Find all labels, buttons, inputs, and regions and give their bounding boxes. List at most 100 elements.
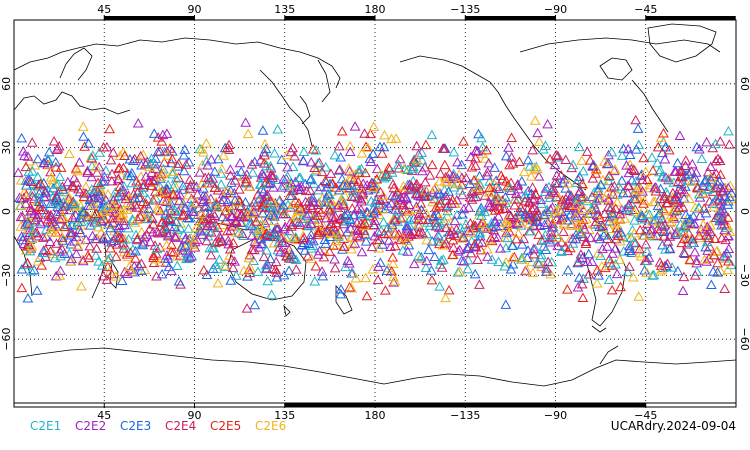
observation-marker bbox=[358, 220, 370, 230]
observation-marker bbox=[287, 142, 298, 153]
observation-marker bbox=[23, 239, 35, 250]
observation-marker bbox=[351, 230, 363, 240]
observation-marker bbox=[42, 153, 54, 164]
observation-marker bbox=[470, 160, 481, 170]
observation-marker bbox=[87, 150, 99, 160]
observation-marker bbox=[577, 165, 589, 176]
observation-marker bbox=[566, 220, 577, 230]
observation-marker bbox=[560, 154, 572, 165]
observation-marker bbox=[648, 196, 659, 207]
observation-marker bbox=[191, 181, 202, 191]
observation-marker bbox=[549, 159, 561, 170]
observation-marker bbox=[91, 243, 103, 253]
observation-marker bbox=[452, 156, 463, 167]
observation-marker bbox=[654, 210, 665, 220]
observation-marker bbox=[463, 202, 475, 212]
observation-marker bbox=[235, 166, 247, 176]
observation-marker bbox=[586, 191, 598, 202]
observation-marker bbox=[173, 195, 185, 206]
observation-marker bbox=[266, 289, 277, 299]
coast-north-america-west bbox=[497, 91, 587, 191]
observation-marker bbox=[516, 239, 528, 249]
observation-marker bbox=[644, 209, 655, 219]
observation-marker bbox=[696, 153, 708, 163]
observation-marker bbox=[447, 249, 458, 260]
observation-marker bbox=[476, 237, 488, 247]
observation-marker bbox=[711, 245, 723, 256]
observation-marker bbox=[141, 229, 153, 239]
observation-marker bbox=[527, 267, 539, 278]
observation-marker bbox=[87, 230, 98, 241]
observation-marker bbox=[486, 217, 497, 228]
observation-marker bbox=[54, 246, 66, 256]
observation-marker bbox=[443, 284, 455, 295]
observation-marker bbox=[635, 211, 646, 221]
observation-marker bbox=[170, 232, 182, 242]
observation-marker bbox=[258, 170, 270, 180]
observation-marker bbox=[294, 205, 306, 216]
observation-marker bbox=[371, 173, 383, 184]
observation-marker bbox=[182, 212, 193, 222]
observation-marker bbox=[175, 279, 186, 289]
observation-marker bbox=[660, 172, 672, 182]
observation-marker bbox=[16, 132, 28, 143]
observation-marker bbox=[329, 149, 341, 160]
observation-marker bbox=[108, 235, 120, 245]
observation-marker bbox=[477, 141, 489, 152]
observation-marker bbox=[517, 254, 528, 264]
observation-marker bbox=[84, 240, 96, 251]
observation-marker bbox=[427, 187, 438, 197]
coastlines bbox=[13, 23, 737, 387]
observation-marker bbox=[139, 231, 150, 242]
observation-marker bbox=[196, 178, 208, 188]
observation-marker bbox=[493, 194, 505, 204]
observation-marker bbox=[655, 260, 667, 270]
observation-marker bbox=[240, 173, 252, 184]
observation-marker bbox=[575, 185, 586, 196]
observation-marker bbox=[411, 188, 423, 198]
observation-marker bbox=[349, 238, 361, 248]
observation-marker bbox=[647, 216, 658, 226]
observation-marker bbox=[162, 253, 174, 263]
observation-marker bbox=[316, 266, 328, 276]
observation-marker bbox=[666, 262, 678, 272]
observation-marker bbox=[227, 262, 239, 273]
observation-marker bbox=[77, 255, 89, 266]
observation-marker bbox=[325, 227, 337, 237]
observation-marker bbox=[343, 163, 355, 173]
observation-marker bbox=[151, 243, 163, 254]
observation-marker bbox=[269, 211, 280, 221]
observation-marker bbox=[640, 166, 652, 177]
observation-marker bbox=[470, 152, 481, 163]
observation-marker bbox=[131, 202, 143, 212]
observation-marker bbox=[448, 171, 459, 181]
observation-marker bbox=[505, 211, 517, 221]
observation-marker bbox=[335, 288, 347, 299]
observation-marker bbox=[656, 221, 668, 231]
observation-marker bbox=[482, 166, 493, 177]
observation-marker bbox=[181, 253, 192, 264]
observation-marker bbox=[225, 164, 236, 174]
observation-marker bbox=[283, 265, 295, 275]
observation-marker bbox=[17, 145, 29, 156]
observation-marker bbox=[603, 149, 614, 160]
observation-marker bbox=[67, 180, 79, 190]
observation-marker bbox=[164, 200, 176, 210]
observation-marker bbox=[364, 153, 376, 163]
observation-marker bbox=[118, 162, 129, 173]
observation-marker bbox=[148, 128, 160, 138]
observation-marker bbox=[29, 214, 41, 225]
observation-marker bbox=[50, 161, 62, 172]
observation-marker bbox=[715, 182, 726, 192]
observation-marker bbox=[523, 218, 535, 229]
observation-marker bbox=[709, 233, 721, 243]
observation-marker bbox=[110, 271, 122, 281]
observation-marker bbox=[324, 178, 336, 189]
observation-marker bbox=[356, 163, 367, 174]
observation-marker bbox=[26, 233, 38, 243]
observation-marker bbox=[126, 177, 138, 188]
observation-marker bbox=[494, 204, 505, 214]
observation-marker bbox=[611, 196, 623, 207]
observation-marker bbox=[447, 194, 458, 205]
observation-marker bbox=[104, 252, 116, 263]
